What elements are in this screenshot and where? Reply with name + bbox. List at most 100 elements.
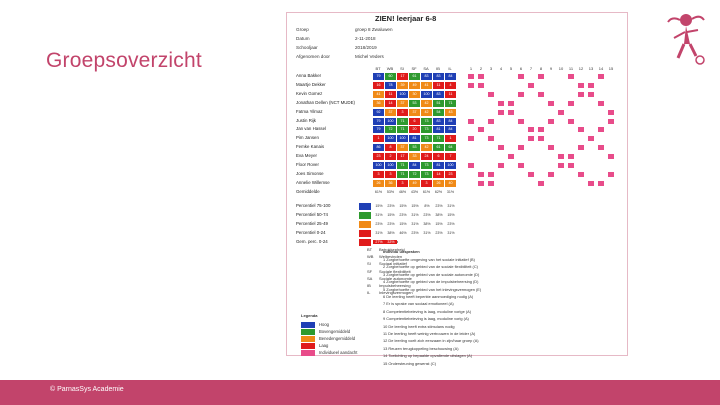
summary-label: Percentiel 75-100 <box>296 203 331 208</box>
mascot-logo-icon <box>667 14 705 65</box>
student-overview-sheet: ZIEN! leerjaar 6-8 Groep groep 8 Zwaluwe… <box>286 12 628 366</box>
score-cell: 2 <box>385 153 396 161</box>
score-cell: 26 <box>373 179 384 187</box>
legend-swatch <box>301 336 315 342</box>
student-name: Gemiddelde <box>296 188 320 194</box>
item-marker <box>558 109 564 115</box>
item-marker <box>538 74 544 79</box>
footer-copyright: © ParnasSys Academie <box>50 386 124 393</box>
score-cell: 54 <box>433 108 444 116</box>
item-number-header: 15 <box>608 66 614 71</box>
item-marker <box>528 171 534 177</box>
item-marker <box>498 100 504 106</box>
summary-value: 15% <box>447 213 455 217</box>
score-cell: 53% <box>386 189 395 194</box>
score-cell: 73 <box>421 170 432 178</box>
score-cell: 42 <box>421 144 432 152</box>
score-cell: 26 <box>433 179 444 187</box>
item-marker <box>478 171 484 177</box>
item-marker <box>538 136 544 142</box>
item-marker <box>468 74 474 79</box>
category-code: IL <box>367 290 371 296</box>
meta-label: Datum <box>296 36 310 41</box>
score-cell: 61% <box>374 189 383 194</box>
summary-swatch <box>359 230 371 237</box>
student-name: Floor Rover <box>296 162 319 167</box>
item-number-header: 5 <box>509 66 513 71</box>
summary-value: 8% <box>424 204 430 208</box>
item-marker <box>608 118 614 124</box>
score-cell: 100 <box>385 162 396 169</box>
score-cell: 84 <box>445 126 456 134</box>
score-cell: 36 <box>385 179 396 187</box>
student-name: Eva Meyer <box>296 153 317 159</box>
item-marker <box>548 100 554 106</box>
score-cell: 83 <box>433 90 444 98</box>
column-header: IL <box>448 66 452 71</box>
score-cell: 64 <box>445 144 456 152</box>
item-marker <box>468 82 474 88</box>
score-cell: 83 <box>433 117 444 125</box>
column-header: SI <box>400 66 404 71</box>
score-cell: 37 <box>397 99 408 107</box>
score-cell: 61% <box>422 189 431 194</box>
item-marker <box>588 82 594 88</box>
score-cell: 17 <box>397 153 408 161</box>
score-cell: 81 <box>409 135 420 143</box>
score-cell: 43% <box>410 189 419 194</box>
item-marker <box>608 109 614 115</box>
score-cell: 17 <box>397 73 408 80</box>
score-cell: 20 <box>409 126 420 134</box>
score-cell: 37 <box>385 108 396 116</box>
score-cell: 1 <box>445 135 456 143</box>
item-number-header: 3 <box>489 66 493 71</box>
summary-value: 46% <box>399 231 407 235</box>
item-number-header: 8 <box>539 66 543 71</box>
score-cell: 30 <box>409 90 420 98</box>
item-statement: 1 Zorgbehoefte omgeving van het sociale … <box>383 257 475 262</box>
column-header: WB <box>386 66 394 71</box>
meta-label: Schooljaar <box>296 45 318 50</box>
item-marker <box>608 171 614 177</box>
score-cell: 73 <box>421 162 432 169</box>
summary-value: 23% <box>399 213 407 217</box>
score-cell: 79 <box>373 73 384 80</box>
summary-label: Percentiel 25-49 <box>296 221 328 226</box>
summary-value: 23% <box>387 222 395 226</box>
score-cell: 100 <box>373 162 384 169</box>
item-statement: 2 Zorgbehoefte op gebied van de sociale … <box>383 264 478 270</box>
score-cell: 71 <box>397 126 408 134</box>
summary-swatch <box>359 212 371 219</box>
item-marker <box>568 163 574 168</box>
score-cell: 11 <box>385 90 396 98</box>
summary-value: 38% <box>423 222 431 226</box>
score-cell: 7 <box>445 153 456 161</box>
score-cell: 37 <box>409 108 420 116</box>
item-marker <box>538 127 544 133</box>
score-cell: 84 <box>445 117 456 125</box>
item-number-header: 2 <box>479 66 483 71</box>
score-cell: 100 <box>445 162 456 169</box>
category-code: SA <box>367 275 373 281</box>
item-marker <box>498 145 504 151</box>
column-header: SF <box>411 66 417 71</box>
score-cell: 79 <box>373 117 384 125</box>
score-cell: 72 <box>385 126 396 134</box>
item-number-header: 10 <box>558 66 564 71</box>
score-cell: 41 <box>373 90 384 98</box>
summary-value: 23% <box>411 231 419 235</box>
score-cell: 73 <box>421 135 432 143</box>
item-marker <box>568 154 574 160</box>
score-cell: 23 <box>445 170 456 178</box>
score-cell: 49 <box>409 179 420 187</box>
summary-value: 31% <box>423 231 431 235</box>
slide-title: Groepsoverzicht <box>46 49 202 72</box>
student-name: Pim Jansen <box>296 135 319 141</box>
score-cell: 24 <box>421 153 432 161</box>
item-marker <box>498 163 504 168</box>
score-cell: 72 <box>409 170 420 178</box>
summary-value: 33% <box>385 240 397 244</box>
summary-value: 31% <box>447 231 455 235</box>
item-marker <box>468 163 474 168</box>
score-cell: 71 <box>433 135 444 143</box>
